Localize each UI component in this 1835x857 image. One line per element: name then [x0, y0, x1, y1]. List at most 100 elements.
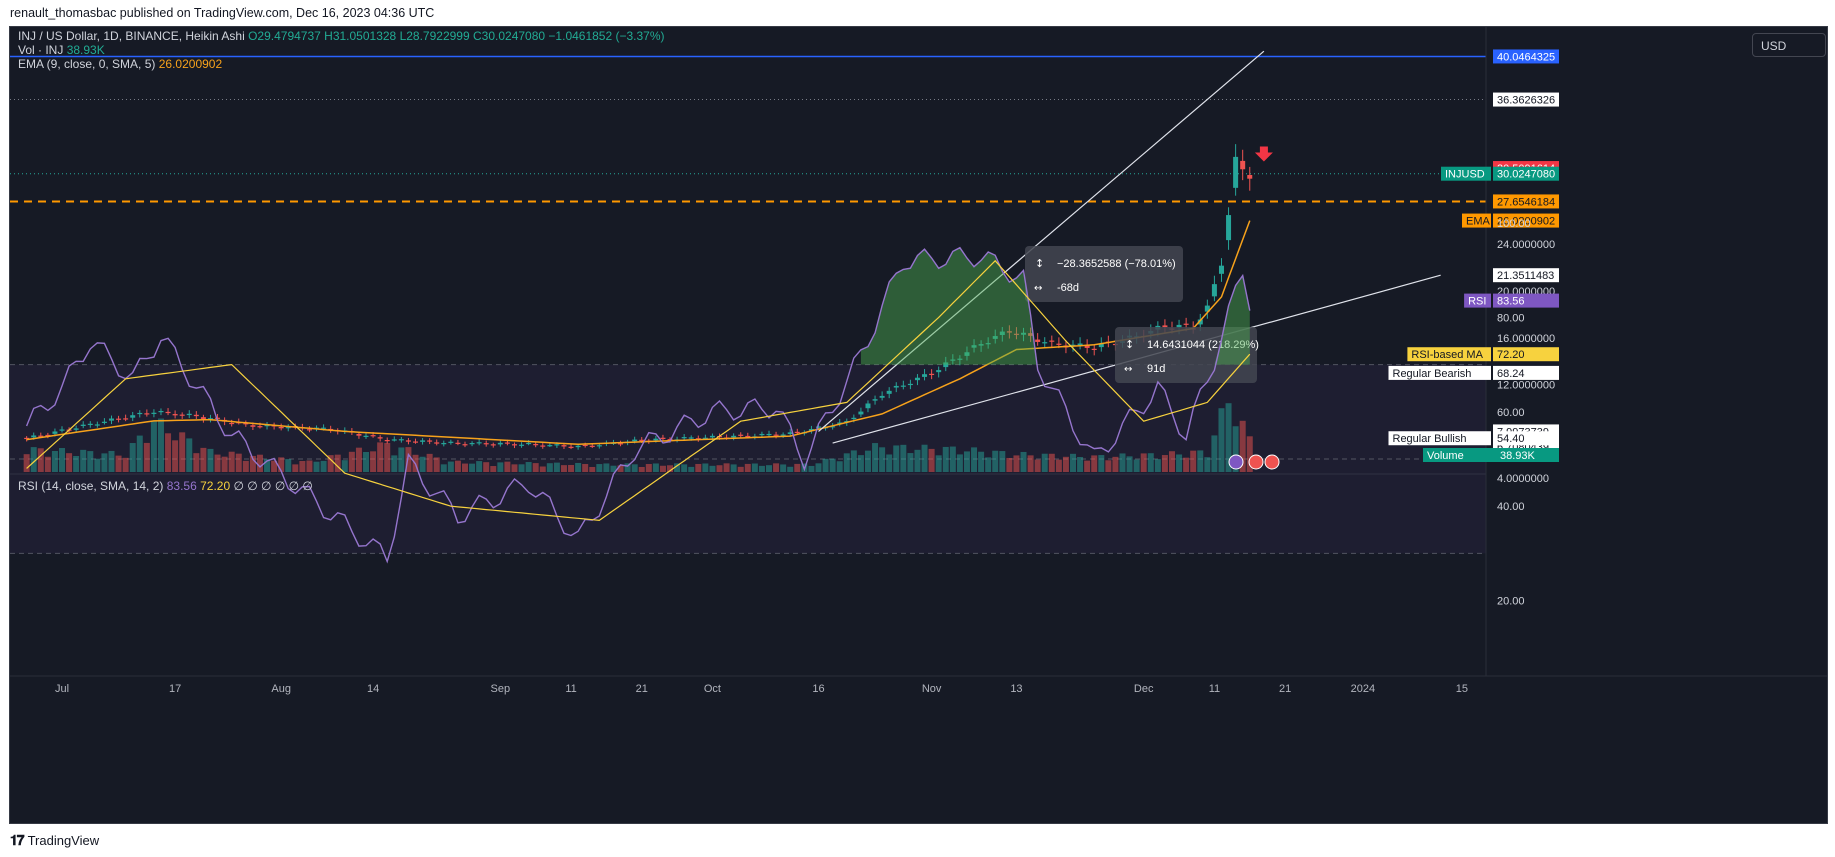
candle-body	[123, 418, 129, 420]
candle-body	[943, 362, 949, 368]
volume-bar	[1098, 455, 1105, 472]
measure-up-vertical-icon: ↕	[1125, 338, 1134, 351]
volume-legend[interactable]: Vol · INJ 38.93K	[18, 43, 105, 57]
candle-body	[94, 424, 100, 426]
rsi-tick: 60.00	[1497, 407, 1525, 419]
candle-body	[922, 374, 928, 377]
tradingview-footer: 𝟏𝟕 TradingView	[10, 832, 99, 849]
volume-bar	[773, 463, 780, 472]
candle-body	[441, 443, 447, 445]
currency-button[interactable]: USD	[1752, 33, 1826, 57]
candle-body	[879, 395, 885, 398]
price-tick: 16.0000000	[1497, 333, 1555, 345]
candle-body	[1098, 343, 1104, 348]
candle-body	[207, 418, 213, 420]
symbol-legend[interactable]: INJ / US Dollar, 1D, BINANCE, Heikin Ash…	[18, 29, 665, 43]
candle-body	[1084, 344, 1090, 348]
volume-bar	[1112, 456, 1119, 472]
candle-body	[278, 426, 284, 429]
candle-body	[1035, 339, 1041, 342]
candle-body	[759, 433, 765, 436]
rsi-label-value-bg	[1493, 293, 1559, 308]
candle-body	[1197, 319, 1203, 325]
volume-bar	[327, 455, 334, 472]
candle-body	[158, 410, 164, 413]
candle-body	[872, 399, 878, 401]
candle-body	[561, 445, 567, 447]
volume-bar	[172, 440, 179, 472]
volume-legend-label: Vol · INJ	[18, 43, 64, 57]
volume-bar	[1246, 436, 1253, 472]
volume-bar	[115, 455, 122, 472]
volume-bar	[235, 453, 242, 472]
candle-body	[469, 443, 475, 445]
candle-body	[985, 343, 991, 345]
ema-legend-label: EMA (9, close, 0, SMA, 5)	[18, 57, 156, 71]
volume-bar	[433, 457, 440, 472]
volume-bar	[447, 461, 454, 472]
candle-body	[589, 445, 595, 447]
candle-body	[618, 443, 624, 445]
volume-bar	[1211, 435, 1218, 472]
candle-body	[738, 434, 744, 436]
volume-bar	[758, 465, 765, 472]
volume-bar	[490, 466, 497, 472]
candle-body	[130, 415, 136, 418]
candle-body	[971, 345, 977, 348]
candle-body	[363, 435, 369, 437]
volume-bar	[716, 465, 723, 472]
candle-body	[851, 417, 857, 420]
chart-frame[interactable]: ↕ −28.3652588 (−78.01%) ↔ -68d ↕ 14.6431044 (…	[9, 26, 1828, 824]
volume-bar	[51, 450, 58, 472]
price-label: 30.0247080	[1497, 169, 1555, 181]
volume-bar	[264, 459, 271, 472]
volume-bar	[1190, 450, 1197, 472]
volume-bar	[921, 444, 928, 472]
volume-bar	[469, 463, 476, 472]
down-arrow-icon	[1254, 146, 1273, 162]
candle-body	[285, 427, 291, 429]
candle-body	[306, 429, 312, 431]
price-tick: 12.0000000	[1497, 380, 1555, 392]
volume-bar	[1168, 451, 1175, 472]
candle-body	[1247, 175, 1253, 179]
volume-bar	[200, 447, 207, 472]
candle-body	[80, 424, 86, 426]
volume-bar	[928, 448, 935, 472]
candle-body	[575, 445, 581, 448]
volume-bar	[971, 447, 978, 472]
volume-bar	[999, 451, 1006, 472]
candle-body	[38, 435, 44, 437]
volume-bar	[80, 449, 87, 472]
volume-bar	[949, 446, 956, 472]
volume-bar	[815, 463, 822, 472]
volume-bar	[780, 464, 787, 472]
candle-body	[695, 438, 701, 440]
volume-bar	[348, 451, 355, 472]
volume-bar	[900, 444, 907, 472]
volume-bar	[843, 453, 850, 472]
volume-bar	[659, 465, 666, 472]
rsi-legend[interactable]: RSI (14, close, SMA, 14, 2) 83.56 72.20 …	[18, 479, 313, 493]
chart-canvas[interactable]: ↕ −28.3652588 (−78.01%) ↔ -68d ↕ 14.6431044 (…	[10, 27, 1827, 823]
volume-bar	[610, 465, 617, 472]
volume-bar	[582, 464, 589, 472]
candle-body	[116, 418, 122, 420]
candle-body	[568, 446, 574, 448]
volume-bar	[504, 461, 511, 472]
rsi-tick: 80.00	[1497, 312, 1525, 324]
candle-body	[660, 437, 666, 439]
ohlc-close: C30.0247080	[473, 29, 546, 43]
ema-legend[interactable]: EMA (9, close, 0, SMA, 5) 26.0200902	[18, 57, 222, 71]
candle-body	[1211, 284, 1217, 297]
volume-bar	[963, 451, 970, 472]
volume-bar	[560, 465, 567, 472]
volume-bar	[1232, 426, 1239, 472]
rsi-overbought-fill	[860, 247, 1052, 365]
tradingview-logo-icon: 𝟏𝟕	[10, 832, 25, 848]
ohlc-high: H31.0501328	[324, 29, 397, 43]
volume-tag-value: 38.93K	[1500, 450, 1536, 462]
price-tick: 4.0000000	[1497, 473, 1549, 485]
volume-bar	[575, 462, 582, 472]
volume-bar	[193, 453, 200, 472]
